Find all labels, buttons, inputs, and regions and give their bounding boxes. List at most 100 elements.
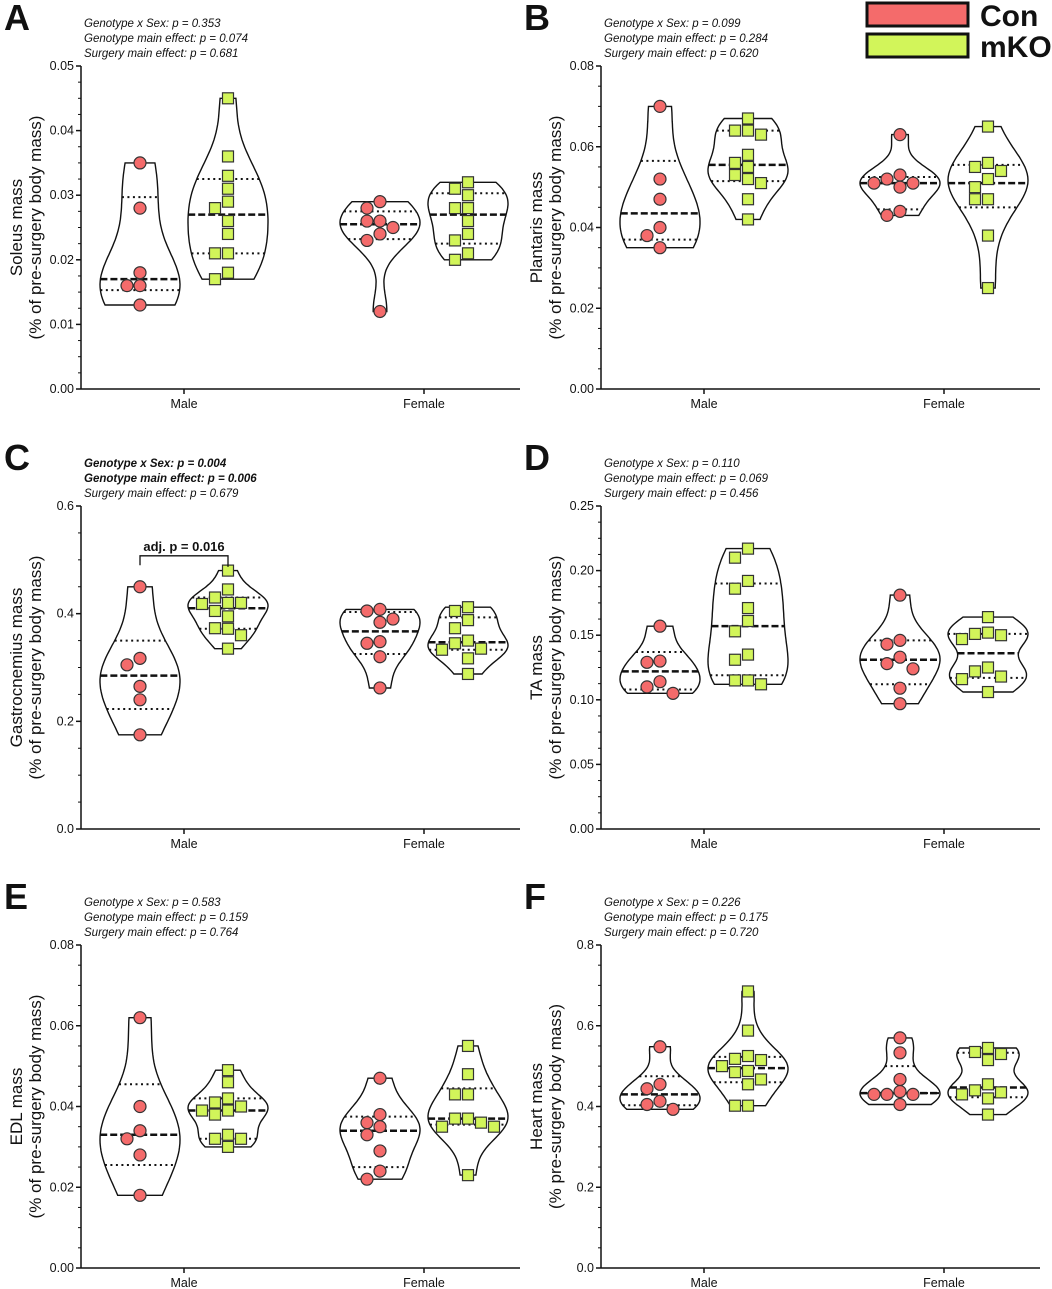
data-point-mko [741, 172, 755, 186]
data-point-mko [221, 214, 235, 228]
data-point-mko [234, 1132, 248, 1145]
y-tick-label: 0.04 [50, 1100, 74, 1114]
data-point-mko [968, 181, 982, 194]
panel-letter: B [524, 0, 550, 38]
data-point-mko [221, 182, 235, 195]
data-point-con [373, 602, 387, 616]
violin-group-male-con [99, 156, 181, 312]
y-tick-label: 0.08 [570, 59, 594, 73]
data-point-mko [981, 1092, 995, 1105]
violin-group-male-con [99, 1011, 181, 1202]
data-point-mko [448, 622, 462, 635]
panel-letter: A [4, 0, 30, 38]
y-tick-label: 0.01 [50, 317, 74, 331]
data-point-con [653, 241, 667, 255]
data-point-mko [221, 642, 235, 655]
data-point-mko [741, 193, 755, 206]
data-point-mko [448, 202, 462, 215]
data-point-mko [221, 622, 235, 635]
data-point-mko [741, 1024, 755, 1037]
data-point-mko [234, 1100, 248, 1113]
data-point-mko [208, 1108, 222, 1121]
y-tick-label: 0.05 [570, 757, 594, 771]
data-point-con [373, 214, 387, 228]
data-point-mko [728, 625, 742, 638]
data-point-mko [221, 1140, 235, 1153]
data-point-con [880, 637, 894, 651]
panel-d: D Genotype x Sex: p = 0.110 Genotype main … [524, 437, 1040, 851]
violin-group-female-con [339, 602, 421, 695]
data-point-con [640, 228, 654, 243]
data-point-con [133, 201, 147, 215]
data-point-con [360, 604, 374, 618]
x-tick-label: Female [403, 397, 445, 411]
data-point-mko [741, 213, 755, 226]
data-point-mko [448, 1112, 462, 1125]
data-point-con [133, 693, 147, 707]
data-point-mko [221, 610, 235, 623]
data-point-con [373, 1071, 387, 1085]
data-point-con [373, 304, 387, 319]
violin-group-female-mko [427, 176, 509, 266]
y-tick-label: 0.25 [570, 499, 594, 513]
panel-c: C Genotype x Sex: p = 0.004 Genotype main … [4, 437, 520, 851]
data-point-mko [208, 247, 222, 260]
data-point-mko [448, 604, 462, 618]
data-point-con [133, 156, 147, 170]
data-point-con [893, 1046, 907, 1060]
data-point-con [133, 298, 147, 312]
data-point-con [373, 615, 387, 629]
data-point-mko [968, 193, 982, 206]
stats-line: Genotype main effect: p = 0.284 [604, 33, 768, 45]
data-point-con [893, 588, 907, 602]
significance-label: adj. p = 0.016 [143, 539, 224, 554]
data-point-con [893, 1031, 907, 1045]
data-point-con [893, 1072, 907, 1087]
stats-line: Genotype main effect: p = 0.006 [84, 473, 257, 485]
data-point-con [893, 128, 907, 142]
data-point-mko [461, 634, 475, 647]
panel-letter: D [524, 437, 550, 478]
y-axis-label: (% pre-surgery body mass) [546, 1004, 565, 1209]
data-point-mko [754, 128, 768, 141]
data-point-con [906, 1087, 920, 1101]
data-point-mko [981, 229, 995, 242]
data-point-con [893, 1084, 907, 1099]
data-point-mko [461, 1088, 475, 1101]
y-axis-label: Heart mass [527, 1063, 546, 1150]
y-axis-label: Gastrocnemius mass [7, 588, 26, 748]
y-tick-label: 0.2 [57, 714, 74, 728]
legend-swatch-mko [865, 32, 970, 59]
data-point-con [120, 658, 134, 672]
violin-group-male-mko [707, 112, 789, 226]
y-tick-label: 0.0 [57, 822, 74, 836]
data-point-mko [728, 674, 742, 687]
data-point-mko [435, 1120, 449, 1133]
data-point-mko [741, 148, 755, 161]
data-point-mko [195, 597, 209, 611]
data-point-con [653, 172, 667, 186]
y-tick-label: 0.4 [57, 607, 74, 621]
data-point-con [133, 728, 147, 742]
violin-outline [859, 594, 941, 705]
data-point-con [133, 1011, 147, 1025]
data-point-con [386, 220, 400, 235]
stats-line: Genotype main effect: p = 0.069 [604, 473, 769, 485]
data-point-mko [754, 1073, 768, 1086]
panel-e: E Genotype x Sex: p = 0.583 Genotype main … [4, 876, 520, 1289]
data-point-mko [741, 574, 755, 588]
data-point-con [360, 636, 374, 650]
data-point-mko [981, 611, 995, 624]
data-point-mko [741, 648, 755, 661]
data-point-con [640, 655, 654, 669]
data-point-mko [728, 582, 742, 595]
data-point-con [880, 172, 894, 186]
data-point-con [133, 1124, 147, 1138]
data-point-mko [981, 1108, 995, 1121]
data-point-con [386, 612, 400, 626]
data-point-mko [448, 637, 462, 650]
data-point-mko [448, 234, 462, 247]
data-point-con [373, 1164, 387, 1178]
data-point-mko [981, 193, 995, 206]
y-tick-label: 0.00 [50, 1261, 74, 1275]
